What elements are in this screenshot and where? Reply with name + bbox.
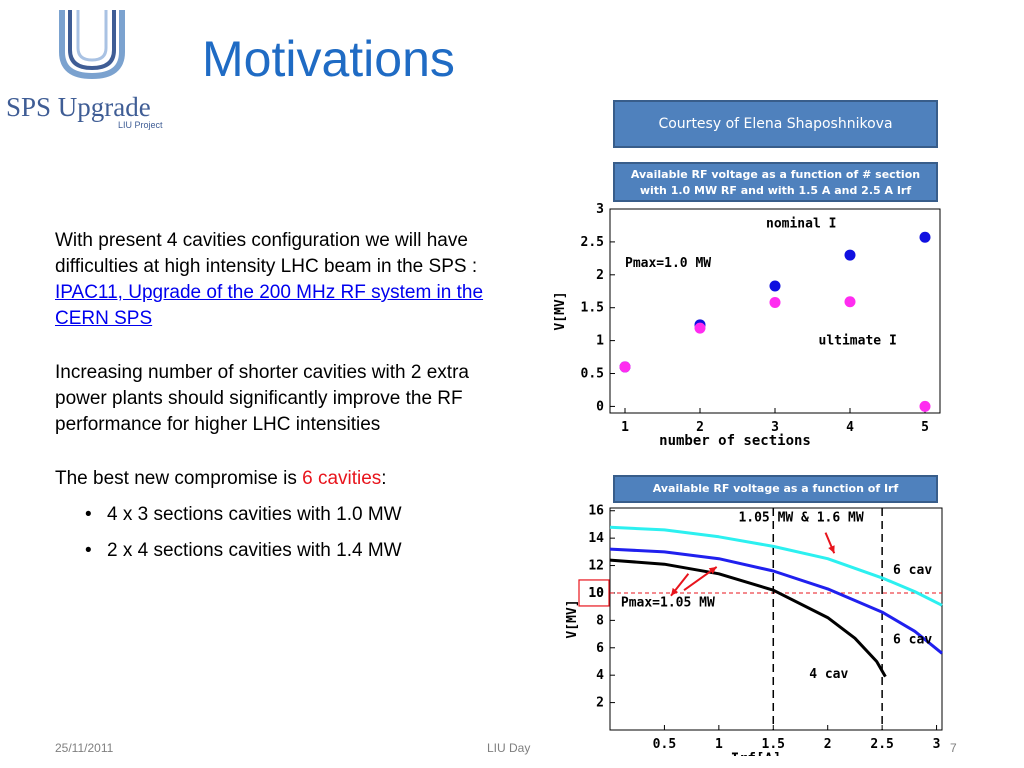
- footer-page-number: 7: [950, 741, 957, 755]
- x-tick-label: 1: [621, 420, 629, 435]
- reference-value-label: 10: [588, 586, 604, 601]
- y-tick-label: 2.5: [581, 235, 604, 250]
- bullet-text: 4 x 3 sections cavities with 1.0 MW: [107, 504, 402, 525]
- x-tick-label: 3: [933, 737, 941, 752]
- logo-subtext: LIU Project: [118, 120, 163, 130]
- y-axis-label: V[MV]: [553, 291, 568, 330]
- data-point-ultimate: [919, 400, 931, 412]
- slide-title: Motivations: [202, 31, 455, 87]
- x-tick-label: 2: [824, 737, 832, 752]
- annotation-ultimate: ultimate I: [819, 334, 897, 349]
- sps-upgrade-logo: [59, 10, 125, 80]
- chart1-caption-line1: Available RF voltage as a function of # …: [630, 168, 921, 181]
- y-tick-label: 0: [596, 399, 604, 414]
- paragraph-3-text: The best new compromise is: [55, 468, 303, 489]
- y-tick-label: 14: [588, 531, 604, 546]
- y-tick-label: 8: [596, 613, 604, 628]
- y-axis-label: V[MV]: [565, 599, 580, 638]
- x-tick-label: 5: [921, 420, 929, 435]
- bullet-icon: •: [85, 540, 92, 561]
- bullet-icon: •: [85, 504, 92, 525]
- six-cavities-highlight: 6 cavities: [302, 468, 382, 489]
- y-tick-label: 1: [596, 334, 604, 349]
- curve-6cav-1.05mw: [609, 547, 943, 655]
- y-tick-label: 3: [596, 203, 604, 217]
- bullet-list: • 4 x 3 sections cavities with 1.0 MW • 2 …: [55, 502, 505, 564]
- logo-text: SPS Upgrade: [6, 92, 151, 122]
- paragraph-1-text: With present 4 cavities configuration we…: [55, 230, 478, 277]
- chart-voltage-vs-irf: 0.5 1 1.5 2 2.5 3 2 4 6 8 10 12 14 16 Irf[A] V[MV] 1.05 …: [565, 504, 943, 756]
- y-tick-label: 2: [596, 268, 604, 283]
- data-point-ultimate: [694, 322, 706, 334]
- plot-frame: [609, 208, 941, 414]
- bullet-text: 2 x 4 sections cavities with 1.4 MW: [107, 540, 402, 561]
- data-point-nominal: [919, 231, 931, 243]
- paragraph-1: With present 4 cavities configuration we…: [55, 228, 505, 332]
- footer-event: LIU Day: [487, 741, 531, 755]
- data-point-ultimate: [619, 361, 631, 373]
- chart2-caption: Available RF voltage as a function of Ir…: [613, 475, 938, 503]
- y-tick-label: 2: [596, 696, 604, 711]
- y-tick-label: 0.5: [581, 367, 604, 382]
- data-point-nominal: [769, 280, 781, 292]
- ipac11-link[interactable]: IPAC11, Upgrade of the 200 MHz RF system…: [55, 282, 484, 329]
- y-tick-label: 12: [588, 559, 604, 574]
- y-tick-label: 10: [588, 586, 604, 601]
- plot-frame: [609, 507, 943, 731]
- y-tick-label: 1.5: [581, 301, 604, 316]
- annotation-pmax: Pmax=1.05 MW: [621, 596, 715, 611]
- y-tick-label: 4: [596, 668, 604, 683]
- data-point-ultimate: [844, 296, 856, 308]
- x-tick-label: 2: [696, 420, 704, 435]
- data-point-nominal: [844, 249, 856, 261]
- annotation-pmax: Pmax=1.0 MW: [625, 256, 711, 271]
- annotation-6cav-top: 6 cav: [893, 563, 932, 578]
- data-point-ultimate: [769, 296, 781, 308]
- arrow-down-head: [828, 545, 835, 554]
- footer-date: 25/11/2011: [55, 741, 114, 755]
- list-item: • 2 x 4 sections cavities with 1.4 MW: [55, 538, 505, 564]
- courtesy-box: Courtesy of Elena Shaposhnikova: [613, 100, 938, 148]
- annotation-6cav-mid: 6 cav: [893, 633, 932, 648]
- body-text: With present 4 cavities configuration we…: [55, 228, 505, 574]
- curve-6cav-1.6mw: [609, 525, 943, 607]
- chart1-caption-line2: with 1.0 MW RF and with 1.5 A and 2.5 A …: [639, 184, 912, 197]
- arrow-up-right-head: [708, 566, 717, 574]
- x-tick-label: 2.5: [870, 737, 893, 752]
- reference-highlight-box: [578, 579, 610, 607]
- x-tick-label: 0.5: [653, 737, 676, 752]
- y-tick-label: 16: [588, 504, 604, 519]
- paragraph-3: The best new compromise is 6 cavities:: [55, 466, 505, 492]
- paragraph-3-colon: :: [381, 468, 387, 489]
- arrow-down-left-head: [670, 587, 679, 596]
- x-tick-label: 1: [715, 737, 723, 752]
- x-axis-label: Irf[A]: [731, 751, 782, 756]
- x-tick-label: 1.5: [762, 737, 785, 752]
- chart1-caption: Available RF voltage as a function of # …: [613, 162, 938, 202]
- x-axis-label: number of sections: [659, 433, 811, 449]
- x-tick-label: 4: [846, 420, 854, 435]
- annotation-power: 1.05 MW & 1.6 MW: [738, 511, 863, 526]
- list-item: • 4 x 3 sections cavities with 1.0 MW: [55, 502, 505, 528]
- curve-4cav-1.05mw: [609, 558, 887, 678]
- annotation-nominal: nominal I: [766, 216, 836, 231]
- paragraph-2: Increasing number of shorter cavities wi…: [55, 362, 469, 435]
- x-tick-label: 3: [771, 420, 779, 435]
- annotation-4cav: 4 cav: [809, 667, 848, 682]
- y-tick-label: 6: [596, 641, 604, 656]
